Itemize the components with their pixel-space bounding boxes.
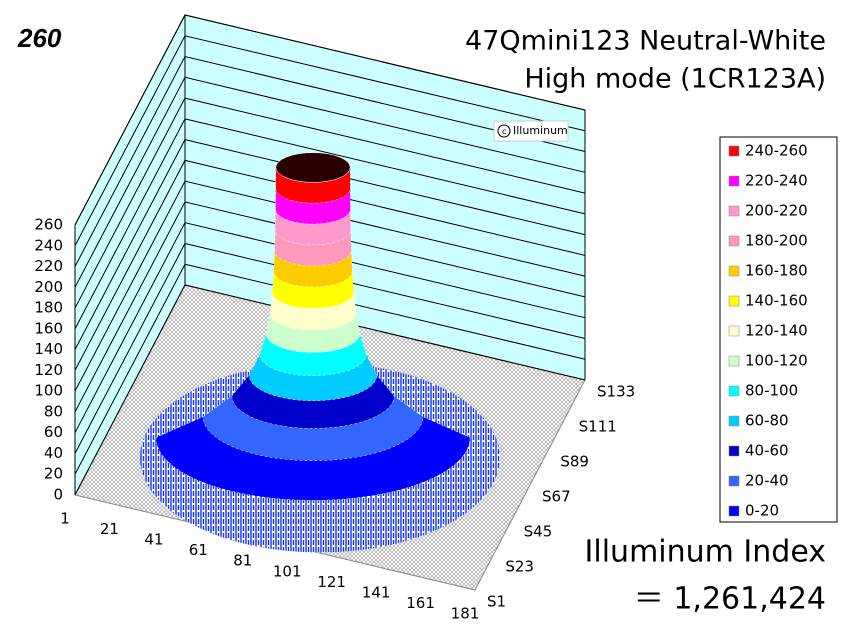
grid-line [74, 263, 586, 475]
legend-swatch [728, 235, 740, 247]
surface-band [274, 229, 352, 267]
legend-label: 140-160 [745, 292, 808, 310]
legend-label: 40-60 [745, 442, 789, 460]
z-tick-label: 120 [34, 361, 63, 379]
surface-band [202, 395, 424, 461]
grid-line [74, 284, 586, 496]
copyright-c: c [502, 127, 506, 136]
corner-label: 260 [17, 23, 62, 53]
x-tick-label: 81 [233, 552, 252, 570]
annotation-value: ＝ 1,261,424 [634, 582, 826, 617]
legend-swatch [728, 445, 740, 457]
z-tick-label: 260 [34, 216, 63, 234]
z-tick-label: 140 [34, 340, 63, 358]
series-label: S133 [597, 383, 635, 401]
grid-line [74, 180, 586, 392]
legend-swatch [728, 325, 740, 337]
watermark-box [493, 120, 569, 142]
z-tick-label: 160 [34, 319, 63, 337]
legend-swatch [728, 145, 740, 157]
grid-line [74, 76, 586, 288]
legend-swatch [728, 175, 740, 187]
z-tick-label: 0 [53, 486, 63, 504]
watermark: Illuminum [513, 124, 568, 137]
x-tick-label: 41 [144, 531, 163, 549]
legend-label: 80-100 [745, 382, 798, 400]
legend-swatch [728, 385, 740, 397]
x-tick-label: 1 [60, 510, 70, 528]
x-tick-label: 121 [317, 573, 346, 591]
legend-swatch [728, 265, 740, 277]
legend-swatch [728, 355, 740, 367]
grid-line [74, 201, 586, 413]
legend-label: 200-220 [745, 202, 808, 220]
grid-line [74, 159, 586, 371]
legend-items: 240-260 220-240 200-220 180-200 160-180 140-1… [728, 142, 808, 520]
z-tick-label: 240 [34, 236, 63, 254]
x-tick-label: 141 [362, 583, 391, 601]
z-tick-label: 20 [44, 465, 63, 483]
x-tick-label: 61 [189, 541, 208, 559]
series-label: S111 [579, 418, 617, 436]
legend [719, 136, 838, 523]
grid-line [74, 97, 586, 309]
series-label: S89 [560, 453, 589, 471]
surface-band [272, 271, 354, 309]
legend-label: 0-20 [745, 502, 779, 520]
legend-swatch [728, 415, 740, 427]
z-tick-label: 200 [34, 278, 63, 296]
z-tick-label: 180 [34, 299, 63, 317]
x-tick-label: 181 [451, 605, 480, 623]
x-tick-label: 21 [100, 520, 119, 538]
x-tick-label: 101 [273, 562, 302, 580]
surface-band [269, 292, 357, 331]
surface-band [259, 333, 367, 376]
grid-line [74, 222, 586, 433]
legend-label: 100-120 [745, 352, 808, 370]
plot-area: 0204060801001201401601802002202402601214… [34, 14, 635, 623]
series-label: S1 [487, 593, 506, 611]
z-tick-label: 100 [34, 382, 63, 400]
legend-label: 60-80 [745, 412, 789, 430]
grid-line [74, 55, 586, 267]
copyright-icon [497, 124, 511, 138]
legend-swatch [728, 475, 740, 487]
series-label: S45 [524, 523, 553, 541]
z-tick-label: 40 [44, 444, 63, 462]
z-tick-label: 220 [34, 257, 63, 275]
legend-label: 180-200 [745, 232, 808, 250]
surface-top [275, 152, 351, 183]
legend-label: 20-40 [745, 472, 789, 490]
grid-line [74, 139, 586, 350]
legend-label: 160-180 [745, 262, 808, 280]
series-label: S67 [542, 488, 571, 506]
z-tick-label: 60 [44, 423, 63, 441]
grid-line [74, 118, 586, 330]
grid-line [74, 14, 586, 226]
chart-title: 47Qmini123 Neutral-White [465, 26, 826, 57]
x-tick-label: 161 [406, 594, 435, 612]
grid-line [74, 35, 586, 247]
legend-label: 220-240 [745, 172, 808, 190]
chart-subtitle: High mode (1CR123A) [524, 64, 826, 95]
legend-swatch [728, 295, 740, 307]
grid-line [74, 242, 586, 454]
series-label: S23 [505, 558, 534, 576]
legend-swatch [728, 205, 740, 217]
annotation: Illuminum Index [585, 535, 826, 570]
legend-swatch [728, 505, 740, 517]
z-tick-label: 80 [44, 402, 63, 420]
legend-label: 120-140 [745, 322, 808, 340]
legend-label: 240-260 [745, 142, 808, 160]
